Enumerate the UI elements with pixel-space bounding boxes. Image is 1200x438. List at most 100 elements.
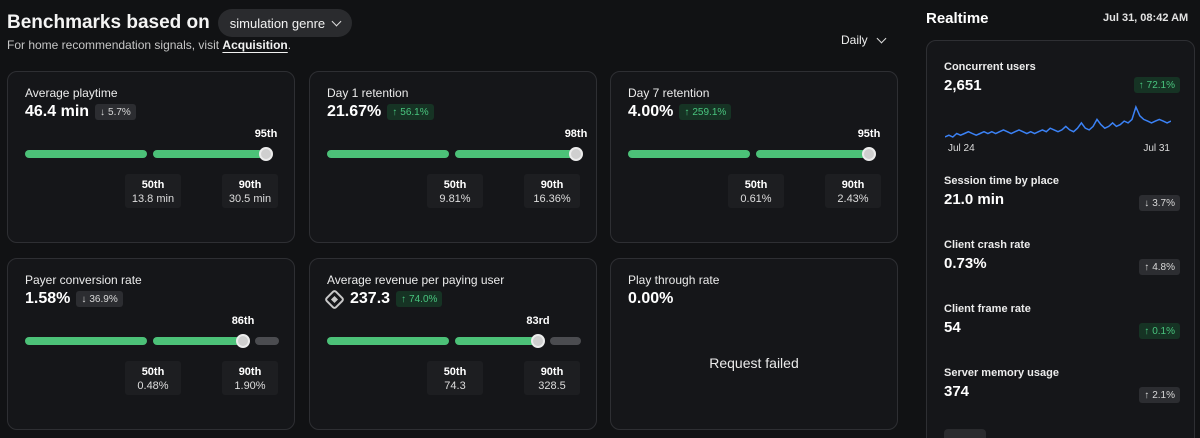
sparkline-end-date: Jul 31: [1143, 143, 1170, 154]
benchmark-track: [628, 147, 882, 161]
card-title: Day 1 retention: [327, 86, 409, 100]
genre-dropdown[interactable]: simulation genre: [217, 9, 353, 37]
benchmark-50th: 50th 13.8 min: [125, 174, 181, 208]
trend-badge: ↑ 0.1%: [1139, 323, 1180, 339]
realtime-title: Realtime: [926, 10, 989, 27]
arrow-up-icon: ↑: [1138, 79, 1144, 91]
trend-badge: ↑ 56.1%: [387, 104, 434, 120]
realtime-metric: Server memory usage 374 ↑ 2.1%: [944, 367, 1180, 403]
more-button[interactable]: [944, 429, 986, 438]
value-row: 46.4 min ↓ 5.7%: [25, 103, 136, 121]
concurrent-users-sparkline: [945, 104, 1171, 138]
metric-value: 21.0 min: [944, 191, 1005, 208]
percentile-knob: [569, 147, 583, 161]
trend-badge-value: 259.1%: [692, 106, 727, 118]
benchmark-value: 328.5: [538, 380, 566, 392]
trend-badge: ↑ 4.8%: [1139, 259, 1180, 275]
benchmark-label: 50th: [443, 366, 467, 378]
percentile-label: 86th: [231, 315, 255, 327]
benchmark-90th: 90th 1.90%: [222, 361, 278, 395]
chevron-down-icon: [876, 33, 887, 43]
page-title: Benchmarks based on: [7, 12, 210, 33]
benchmark-track: [327, 147, 583, 161]
subline-text: For home recommendation signals, visit: [7, 38, 223, 52]
metric-label: Client crash rate: [944, 239, 1031, 251]
trend-badge-value: 0.1%: [1152, 325, 1175, 337]
trend-badge-value: 2.1%: [1152, 389, 1175, 401]
interval-dropdown[interactable]: Daily: [841, 33, 887, 47]
subline: For home recommendation signals, visit A…: [7, 38, 291, 52]
card-title: Day 7 retention: [628, 86, 710, 100]
benchmark-bar-high: [455, 150, 576, 158]
trend-badge-value: 74.0%: [409, 293, 438, 305]
metric-value: 54: [944, 319, 961, 336]
metric-label: Concurrent users: [944, 61, 1036, 73]
trend-badge: ↑ 74.0%: [396, 291, 443, 307]
value-row: 237.3 ↑ 74.0%: [323, 288, 443, 310]
value-row: 4.00% ↑ 259.1%: [628, 103, 732, 121]
arrow-up-icon: ↑: [401, 293, 407, 305]
trend-badge-value: 36.9%: [89, 293, 118, 305]
card-value: 21.67%: [327, 103, 382, 120]
percentile-knob: [259, 147, 273, 161]
sparkline-start-date: Jul 24: [948, 143, 975, 154]
arrow-up-icon: ↑: [684, 106, 690, 118]
chevron-down-icon: [331, 16, 342, 26]
benchmark-value: 74.3: [444, 380, 466, 392]
card-value: 237.3: [350, 290, 391, 307]
arrow-down-icon: ↓: [100, 106, 106, 118]
subline-suffix: .: [287, 38, 292, 52]
benchmark-bar-low: [25, 337, 147, 345]
benchmark-track: [25, 147, 279, 161]
value-row: 21.67% ↑ 56.1%: [327, 103, 434, 121]
trend-arrow-icon: ↑: [1144, 261, 1150, 273]
trend-badge-value: 4.8%: [1152, 261, 1175, 273]
benchmark-90th: 90th 328.5: [524, 361, 580, 395]
benchmark-bar-remaining: [550, 337, 581, 345]
card-value: 0.00%: [628, 290, 674, 307]
benchmark-bar-low: [628, 150, 750, 158]
benchmark-label: 50th: [141, 179, 165, 191]
benchmark-label: 90th: [540, 366, 564, 378]
interval-label: Daily: [841, 33, 868, 47]
trend-arrow-icon: ↓: [1144, 197, 1150, 209]
card-payer-conversion-rate: Payer conversion rate 1.58% ↓ 36.9% 86th …: [7, 258, 295, 430]
percentile-knob: [236, 334, 250, 348]
arrow-up-icon: ↑: [392, 106, 398, 118]
benchmark-value: 9.81%: [439, 193, 471, 205]
trend-badge-value: 56.1%: [400, 106, 429, 118]
benchmark-label: 90th: [841, 179, 865, 191]
card-value: 4.00%: [628, 103, 674, 120]
benchmark-50th: 50th 74.3: [427, 361, 483, 395]
card-arppu: Average revenue per paying user 237.3 ↑ 7…: [309, 258, 597, 430]
value-row: 0.00%: [628, 290, 673, 308]
benchmark-track: [327, 334, 581, 348]
realtime-panel: Concurrent users 2,651 ↑ 72.1% Jul 24 Jul…: [926, 40, 1195, 438]
trend-badge: ↓ 5.7%: [95, 104, 136, 120]
benchmark-50th: 50th 0.48%: [125, 361, 181, 395]
metric-label: Server memory usage: [944, 367, 1059, 379]
benchmark-track: [25, 334, 279, 348]
acquisition-link[interactable]: Acquisition: [222, 38, 288, 52]
arrow-down-icon: ↓: [81, 293, 87, 305]
trend-badge: ↑ 2.1%: [1139, 387, 1180, 403]
card-title: Play through rate: [628, 273, 720, 287]
benchmark-value: 16.36%: [533, 193, 571, 205]
benchmark-label: 90th: [238, 366, 262, 378]
card-day-7-retention: Day 7 retention 4.00% ↑ 259.1% 95th 50th …: [610, 71, 898, 243]
benchmark-value: 13.8 min: [131, 193, 175, 205]
percentile-label: 95th: [254, 128, 278, 140]
percentile-label: 95th: [857, 128, 881, 140]
trend-badge: ↓ 3.7%: [1139, 195, 1180, 211]
percentile-knob: [531, 334, 545, 348]
benchmark-value: 1.90%: [234, 380, 266, 392]
trend-badge-value: 3.7%: [1152, 197, 1175, 209]
card-value: 1.58%: [25, 290, 71, 307]
realtime-metric: Session time by place 21.0 min ↓ 3.7%: [944, 175, 1180, 211]
trend-arrow-icon: ↑: [1144, 325, 1150, 337]
trend-badge: ↓ 36.9%: [76, 291, 123, 307]
benchmarks-header: Benchmarks based on simulation genre: [7, 8, 353, 38]
benchmark-90th: 90th 16.36%: [524, 174, 580, 208]
realtime-timestamp: Jul 31, 08:42 AM: [1103, 12, 1189, 24]
benchmark-bar-low: [327, 337, 449, 345]
